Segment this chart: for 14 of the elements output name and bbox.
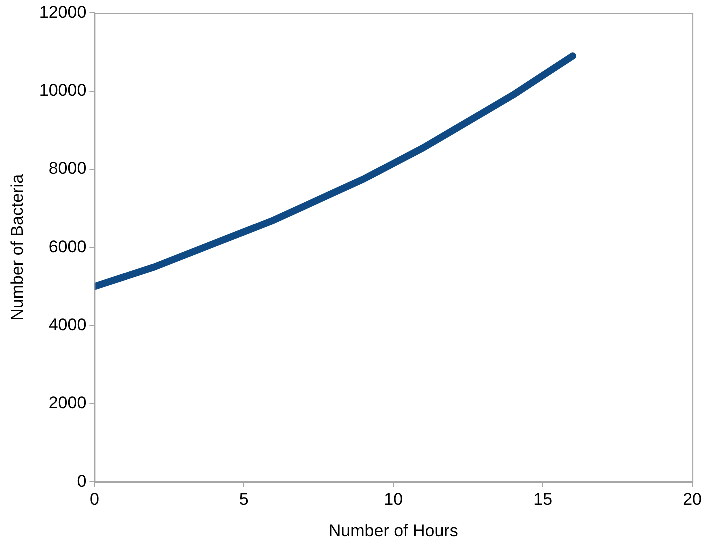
x-tick-label: 5 [239, 490, 249, 510]
y-tick-label: 2000 [48, 394, 87, 413]
y-tick-label: 8000 [48, 159, 87, 178]
x-tick-label: 15 [534, 490, 553, 510]
x-tick-label: 0 [90, 490, 100, 510]
y-tick-label: 0 [77, 472, 87, 491]
x-axis-title: Number of Hours [328, 521, 458, 540]
x-tick-label: 20 [683, 490, 702, 510]
y-tick-label: 4000 [48, 316, 87, 335]
y-tick-label: 10000 [39, 81, 87, 100]
y-axis-title: Number of Bacteria [8, 174, 27, 321]
x-tick-label: 10 [384, 490, 404, 510]
y-tick-label: 12000 [39, 2, 87, 22]
y-tick-label: 6000 [48, 237, 87, 256]
